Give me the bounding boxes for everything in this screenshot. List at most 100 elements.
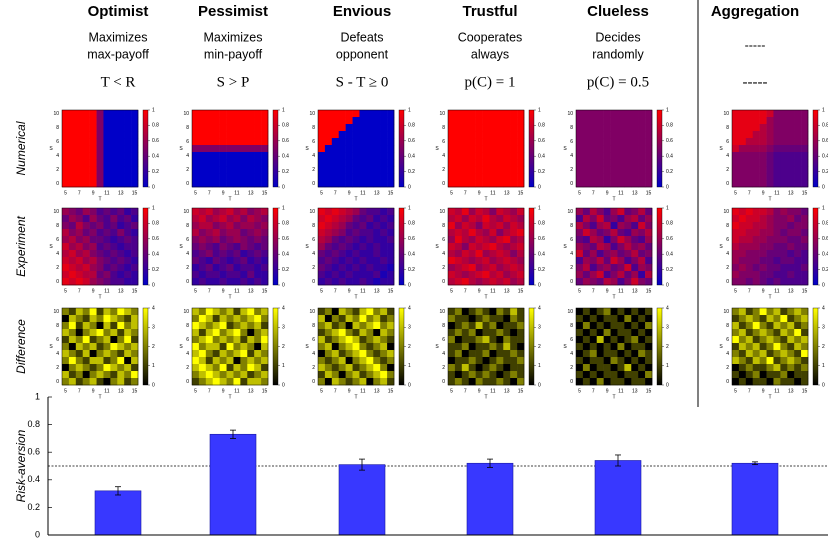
heatmap-cell [352, 159, 360, 167]
heatmap-cell [517, 138, 525, 146]
heatmap-cell [468, 343, 476, 351]
heatmap-cell [638, 271, 646, 279]
heatmap-cell [596, 145, 604, 153]
heatmap-cell [318, 336, 326, 344]
heatmap-cell [324, 152, 333, 160]
y-tick-label: 8 [312, 223, 315, 229]
heatmap-cell [103, 350, 111, 358]
heatmap-cell [794, 350, 802, 358]
heatmap-cell [780, 329, 788, 337]
heatmap-cell [89, 308, 97, 316]
colorbar [272, 207, 279, 286]
heatmap-cell [247, 308, 255, 316]
x-tick-label: 9 [222, 288, 225, 294]
heatmap-cell [338, 378, 346, 386]
heatmap-cell [352, 173, 360, 181]
heatmap-cell [801, 131, 809, 139]
heatmap-cell [240, 110, 248, 118]
y-tick-label: 2 [312, 167, 315, 173]
y-tick-label: 10 [723, 209, 729, 215]
x-tick-label: 9 [606, 190, 609, 196]
heatmap-cell [254, 278, 262, 286]
heatmap-cell [89, 131, 97, 139]
heatmap-cell [610, 180, 618, 188]
heatmap-cell [624, 138, 632, 146]
heatmap-cell [117, 173, 125, 181]
heatmap-cell [68, 131, 77, 139]
heatmap-cell [794, 315, 802, 323]
heatmap-cell [380, 271, 388, 279]
heatmap-cell [454, 159, 463, 167]
heatmap-cell [766, 364, 774, 372]
heatmap-cell [117, 350, 125, 358]
heatmap-cell [610, 257, 618, 265]
heatmap-cell [510, 208, 518, 216]
heatmap-cell [596, 308, 604, 316]
heatmap-cell [801, 278, 809, 286]
heatmap-cell [738, 343, 747, 351]
heatmap-cell [373, 222, 381, 230]
heatmap-cell [366, 322, 374, 330]
heatmap-cell [380, 350, 388, 358]
heatmap-cell [247, 250, 255, 258]
heatmap-cell [517, 371, 525, 379]
heatmap-cell [510, 222, 518, 230]
heatmap-cell [226, 357, 234, 365]
heatmap-cell [610, 243, 618, 251]
heatmap-cell [780, 117, 788, 125]
y-tick-label: 6 [312, 237, 315, 243]
colorbar-tick-label: 3 [282, 325, 285, 331]
heatmap-cell [732, 278, 740, 286]
heatmap-cell [110, 329, 118, 337]
heatmap-cell [482, 243, 490, 251]
heatmap-cell [68, 180, 77, 188]
x-axis-label: T [228, 196, 231, 202]
heatmap-cell [205, 264, 214, 272]
x-tick-label: 13 [504, 288, 510, 294]
heatmap-cell [645, 173, 653, 181]
y-tick-label: 0.8 [27, 419, 40, 429]
heatmap-cell [352, 278, 360, 286]
column-description: opponent [336, 47, 389, 61]
heatmap-cell [75, 152, 84, 160]
heatmap-cell [131, 110, 139, 118]
heatmap-cell [454, 357, 463, 365]
y-axis-label: S [305, 244, 309, 250]
heatmap-cell [318, 229, 326, 237]
heatmap-cell [345, 124, 353, 132]
heatmap-cell [387, 257, 395, 265]
plot-frame [575, 207, 653, 286]
heatmap-cell [510, 264, 518, 272]
colorbar-tick-label: 0.8 [822, 221, 828, 227]
heatmap-cell [352, 322, 360, 330]
heatmap-cell [631, 215, 639, 223]
heatmap-cell [738, 378, 747, 386]
heatmap-cell [254, 236, 262, 244]
x-axis-label: T [228, 394, 231, 400]
y-axis-label: S [305, 146, 309, 152]
heatmap-cell [496, 264, 504, 272]
y-tick-label: 10 [439, 309, 445, 315]
heatmap-cell [582, 371, 591, 379]
y-tick-label: 2 [726, 167, 729, 173]
heatmap-cell [482, 131, 490, 139]
heatmap-cell [454, 229, 463, 237]
heatmap-cell [373, 159, 381, 167]
heatmap-cell [233, 315, 241, 323]
x-tick-label: 9 [478, 388, 481, 394]
heatmap-cell [624, 357, 632, 365]
heatmap-cell [496, 243, 504, 251]
heatmap-cell [738, 180, 747, 188]
heatmap-cell [596, 159, 604, 167]
y-tick-label: 0 [312, 279, 315, 285]
heatmap-cell [324, 315, 333, 323]
heatmap-cell [773, 329, 781, 337]
heatmap-cell [766, 336, 774, 344]
heatmap-cell [503, 271, 511, 279]
heatmap-cell [766, 138, 774, 146]
heatmap-cell [503, 236, 511, 244]
heatmap-cell [110, 222, 118, 230]
heatmap-cell [233, 329, 241, 337]
heatmap-cell [75, 329, 84, 337]
